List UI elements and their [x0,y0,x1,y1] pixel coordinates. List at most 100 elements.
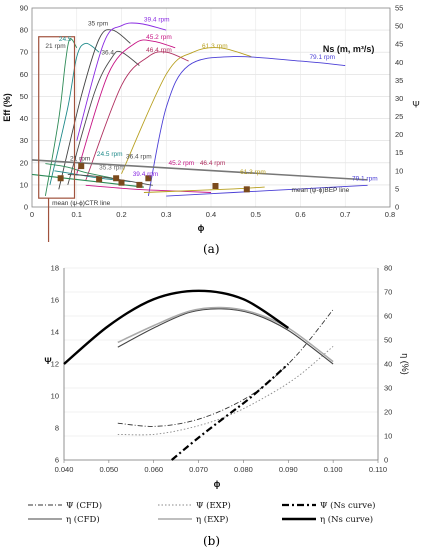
ns-point-marker [212,182,219,189]
efficiency-curve [85,51,189,181]
ns-point-marker [96,176,103,183]
series-line [117,309,334,427]
x-axis-label: ϕ [198,223,205,233]
x-tick-label: 0.8 [385,210,395,219]
ns-point-marker [78,163,85,170]
y-tick-label: 16 [51,296,59,305]
curve-label: 45.2 rpm [168,160,194,167]
curve-label: 35 rpm [88,21,108,28]
x-tick-label: 0.110 [369,465,387,474]
mean-ctr-label: mean (ψ-ϕ)CTR line [52,200,111,207]
y-tick-label: 20 [20,158,28,167]
y-tick-label: 80 [20,26,28,35]
legend-label: η (Ns curve) [320,514,373,525]
y-tick-label: 8 [55,424,59,433]
efficiency-curve [67,50,140,186]
efficiency-curve [58,29,131,190]
y-tick-label: 10 [20,180,28,189]
y-tick-label: 0 [24,203,28,212]
y-axis-label: Eff (%) [2,93,12,122]
x-tick-label: 0.4 [206,210,216,219]
x-tick-label: 0.100 [324,465,343,474]
x-tick-label: 0.070 [189,465,208,474]
y2-tick-label: 5 [395,184,399,193]
series-line [117,306,334,363]
y2-tick-label: 20 [395,130,403,139]
x-tick-label: 0.090 [279,465,298,474]
legend-label: Ψ (EXP) [196,500,231,511]
curve-label: 36.4 rpm [126,153,152,160]
efficiency-curve [76,22,167,141]
y-tick-label: 10 [51,392,59,401]
y2-tick-label: 40 [395,58,403,67]
legend-label: Ψ (Ns curve) [320,500,375,511]
ns-annotation: Ns (m, m³/s) [323,44,375,54]
curve-label: 45.2 rpm [146,34,172,41]
series-line [117,308,334,365]
y2-tick-label: 25 [395,112,403,121]
psi-curve [45,163,113,179]
curve-label: 61.3 rpm [240,169,266,176]
y2-tick-label: 30 [395,94,403,103]
ns-point-marker [113,175,120,182]
x-tick-label: 0.3 [161,210,171,219]
legend-label: η (CFD) [66,514,100,525]
y-tick-label: 90 [20,4,28,13]
y2-tick-label: 10 [395,166,403,175]
curve-label: 36.4 [101,49,114,56]
curve-label: 61.3 rpm [202,43,228,50]
curve-label: 24.5 [59,36,72,43]
y2-tick-label: 15 [395,148,403,157]
y2-tick-label: 70 [384,288,392,297]
x-tick-label: 0.1 [72,210,82,219]
chart-b: 0 10 20 30 40 50 60 70 80 6 8 10 12 14 16 18 0.040 0.050 0… [28,264,410,525]
y2-tick-label: 45 [395,40,403,49]
y-tick-label: 12 [51,360,59,369]
mean-bep-line [31,159,368,181]
panel-label-b: (b) [203,534,220,548]
y2-axis-label: η (%) [400,353,410,375]
mean-ctr-line [31,173,144,188]
series-line [117,346,334,436]
x-tick-label: 0.5 [251,210,261,219]
y2-tick-label: 10 [384,432,392,441]
y2-tick-label: 0 [395,203,399,212]
highlight-box [38,36,76,199]
curve-label: 21 rpm [45,43,65,50]
curve-label: 79.1 rpm [309,54,335,61]
y2-tick-label: 0 [384,456,388,465]
x-tick-label: 0.080 [234,465,253,474]
curve-label: 24.5 rpm [97,151,123,158]
y2-tick-label: 50 [384,336,392,345]
x-tick-label: 0.6 [295,210,305,219]
x-tick-label: 0.060 [144,465,163,474]
x-axis-label: ϕ [214,479,221,489]
efficiency-curve [121,47,252,174]
y-tick-label: 60 [20,70,28,79]
ns-point-marker [136,181,143,188]
curve-label: 46.4 rpm [200,160,226,167]
curve-label: 21 rpm [70,156,90,163]
plot-frame [31,7,391,208]
y-tick-label: 70 [20,48,28,57]
panel-label-a: (a) [203,242,220,256]
y2-tick-label: 55 [395,4,403,13]
y-axis-label: Ψ [44,356,51,366]
y2-tick-label: 35 [395,76,403,85]
y2-tick-label: 80 [384,264,392,273]
series-line [63,289,289,365]
efficiency-curve [44,38,78,196]
curve-label: 35.3 rpm [99,164,125,171]
y-tick-label: 18 [51,264,59,273]
ns-point-marker [145,175,152,182]
legend-label: η (EXP) [196,514,228,525]
ns-point-marker [243,186,250,193]
curve-label: 46.4 rpm [146,47,172,54]
curve-label: 79.1 rpm [352,175,378,182]
y-tick-label: 30 [20,136,28,145]
efficiency-curve [76,39,176,174]
curve-label: 39.4 rpm [133,171,159,178]
psi-curve [85,184,212,193]
y-tick-label: 50 [20,92,28,101]
